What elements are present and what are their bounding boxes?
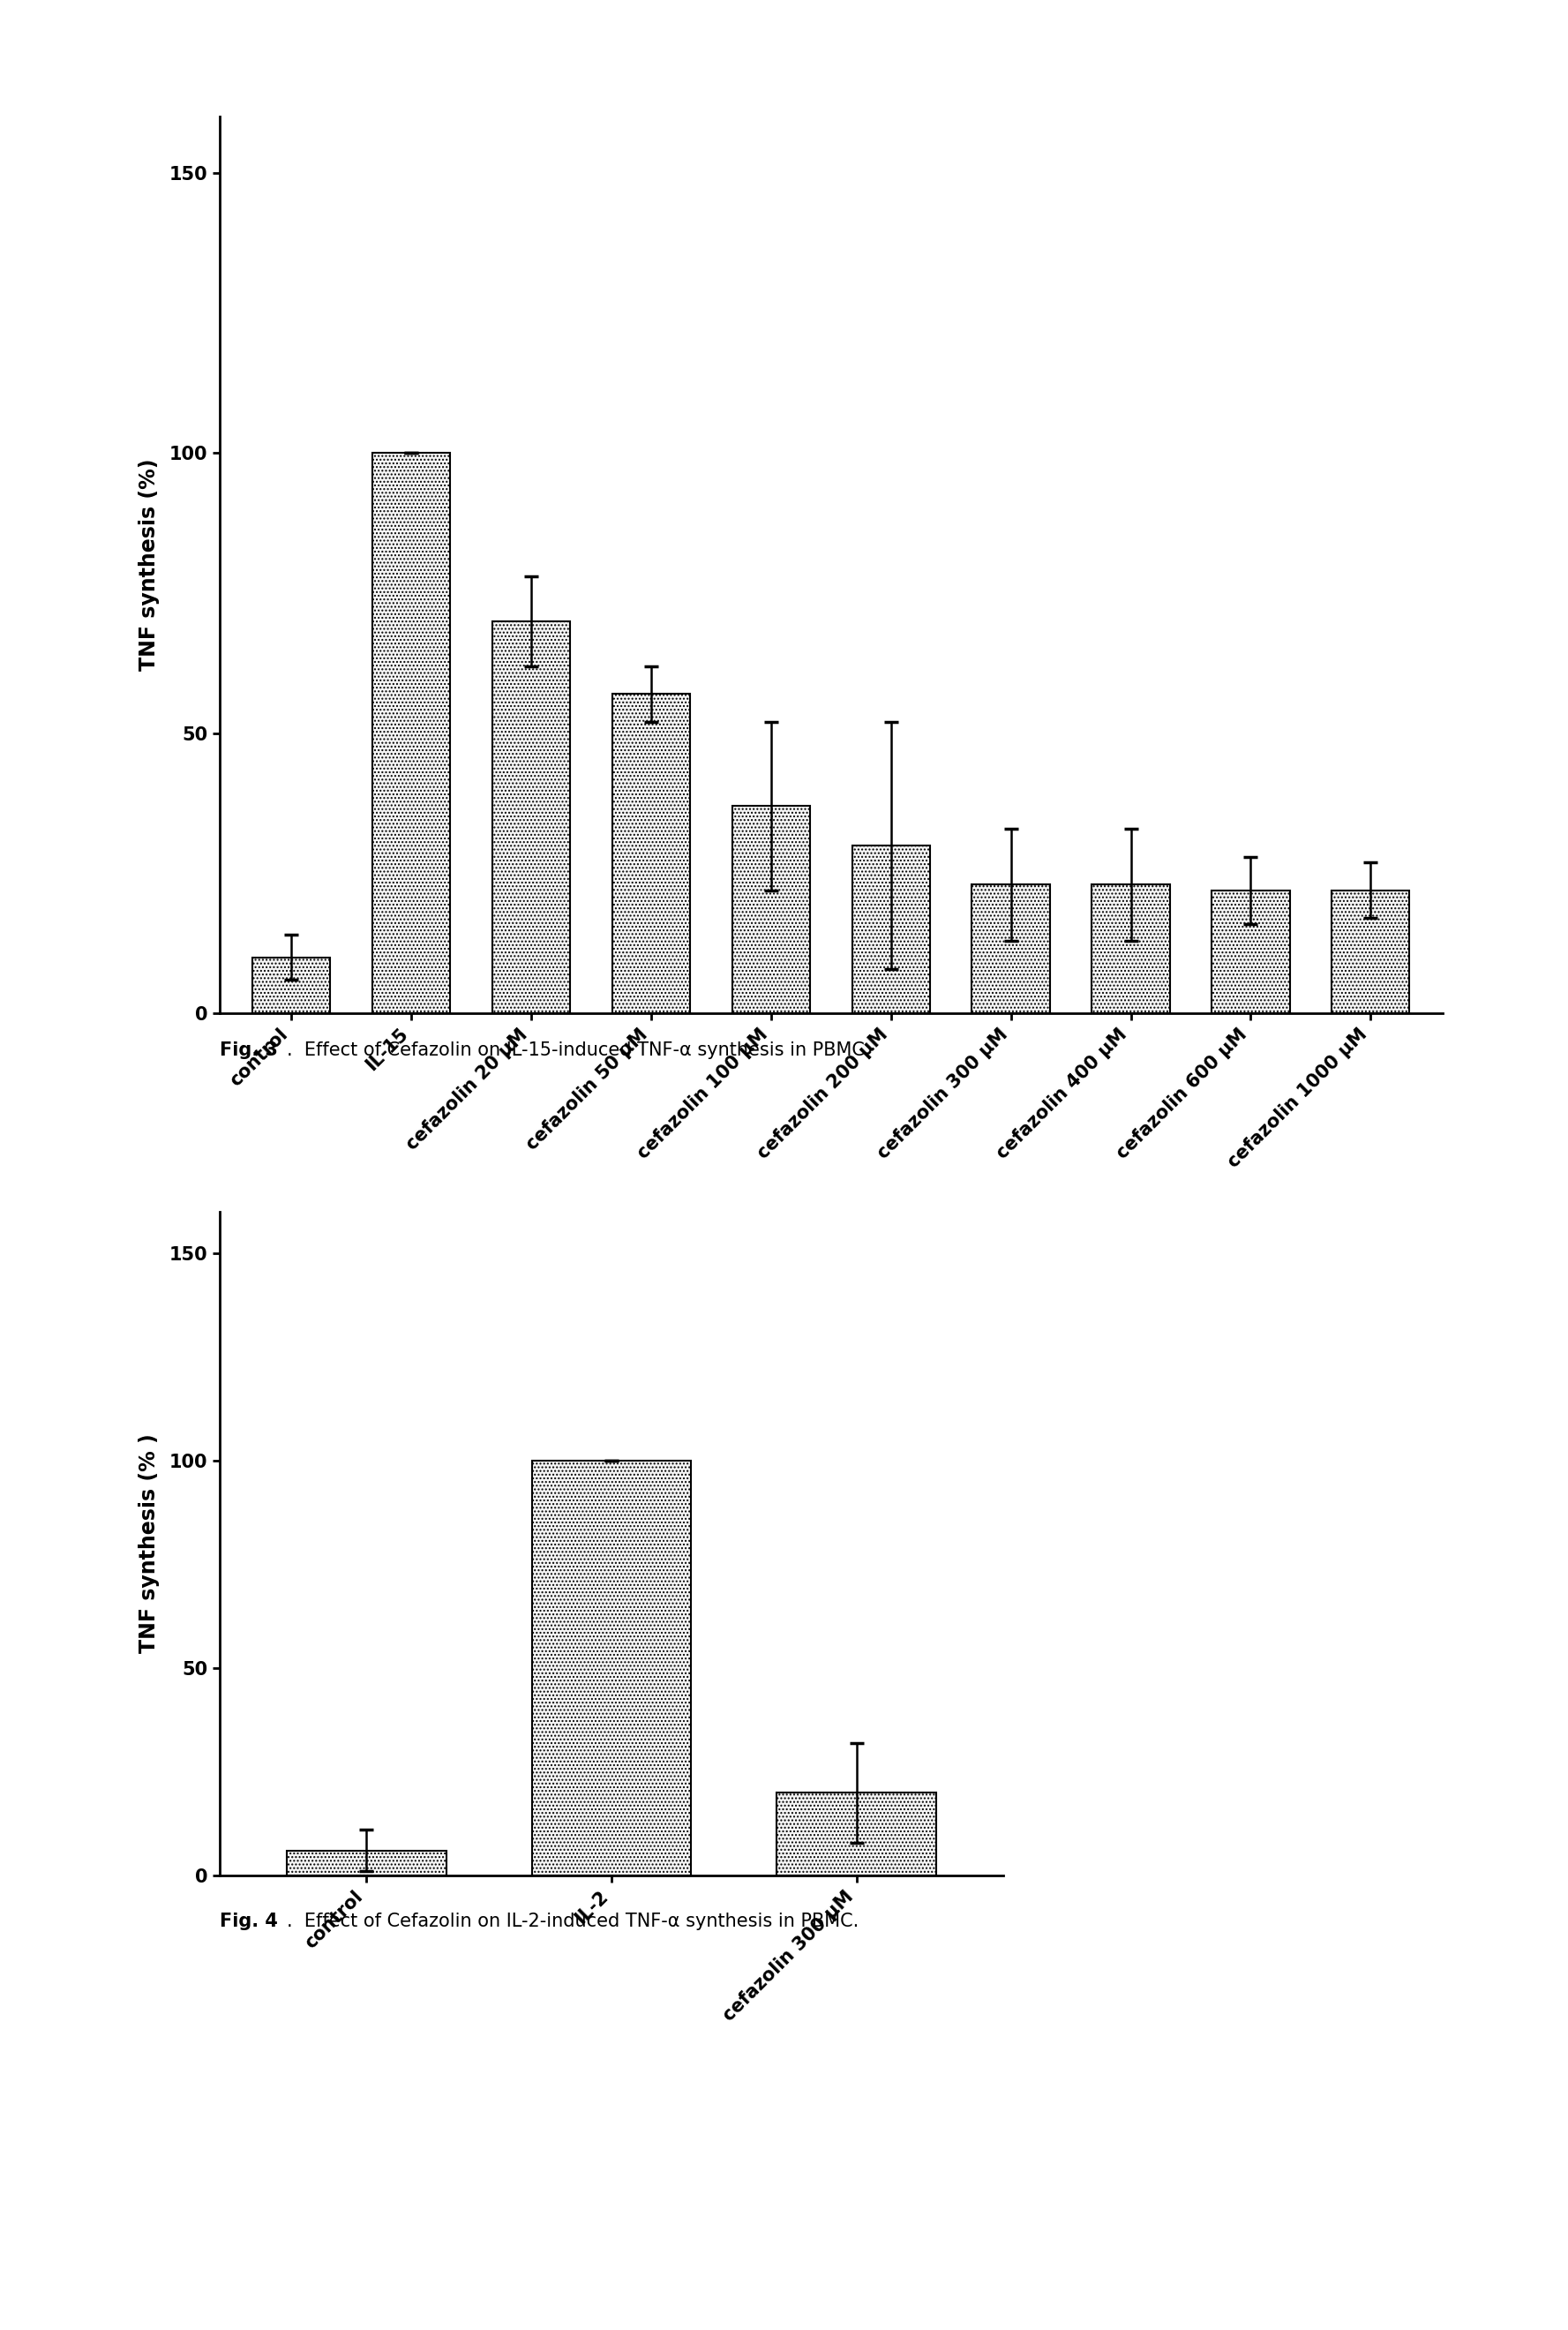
Bar xyxy=(972,885,1051,1014)
Bar xyxy=(776,1792,936,1876)
Bar xyxy=(287,1850,447,1876)
Text: .  Effect of Cefazolin on IL-2-induced TNF-α synthesis in PBMC.: . Effect of Cefazolin on IL-2-induced TN… xyxy=(287,1913,859,1932)
Bar xyxy=(1212,890,1290,1014)
Bar xyxy=(851,846,930,1014)
Bar xyxy=(612,694,690,1014)
Y-axis label: TNF synthesis (%): TNF synthesis (%) xyxy=(138,459,160,671)
Bar xyxy=(252,958,331,1014)
Text: Fig. 3: Fig. 3 xyxy=(220,1042,278,1060)
Bar xyxy=(732,806,811,1014)
Bar xyxy=(1331,890,1410,1014)
Bar xyxy=(373,452,450,1014)
Text: .  Effect of Cefazolin on IL-15-induced TNF-α synthesis in PBMC.: . Effect of Cefazolin on IL-15-induced T… xyxy=(287,1042,870,1060)
Bar xyxy=(532,1461,691,1876)
Text: Fig. 4: Fig. 4 xyxy=(220,1913,278,1932)
Y-axis label: TNF synthesis (% ): TNF synthesis (% ) xyxy=(138,1433,160,1654)
Bar xyxy=(1091,885,1170,1014)
Bar xyxy=(492,622,571,1014)
